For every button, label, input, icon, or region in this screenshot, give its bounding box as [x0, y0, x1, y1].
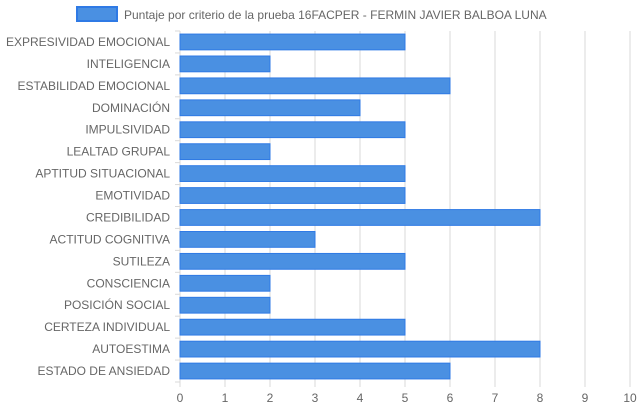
x-tick-label: 8	[537, 391, 544, 405]
bars	[179, 33, 541, 380]
bar[interactable]	[179, 362, 451, 380]
x-tick-labels: 0 1 2 3 4 5 6 7 8 9 10	[177, 391, 637, 405]
x-tick-label: 2	[267, 391, 274, 405]
bar[interactable]	[179, 143, 271, 161]
category-label: POSICIÓN SOCIAL	[64, 297, 170, 312]
bar[interactable]	[179, 340, 541, 358]
bar[interactable]	[179, 252, 406, 270]
bar[interactable]	[179, 33, 406, 51]
category-label: ACTITUD COGNITIVA	[50, 232, 170, 246]
category-label: EMOTIVIDAD	[95, 189, 170, 203]
category-label: LEALTAD GRUPAL	[67, 145, 171, 159]
bar[interactable]	[179, 121, 406, 139]
category-label: CERTEZA INDIVIDUAL	[44, 320, 170, 334]
legend-swatch[interactable]	[76, 6, 118, 22]
bar[interactable]	[179, 274, 271, 292]
category-label: ESTABILIDAD EMOCIONAL	[18, 79, 171, 93]
bar[interactable]	[179, 77, 451, 95]
bar[interactable]	[179, 99, 361, 117]
category-label: APTITUD SITUACIONAL	[35, 167, 170, 181]
x-tick-label: 5	[402, 391, 409, 405]
x-tick-label: 9	[582, 391, 589, 405]
category-label: AUTOESTIMA	[92, 342, 170, 356]
x-tick-label: 7	[492, 391, 499, 405]
x-tick-label: 6	[447, 391, 454, 405]
bar[interactable]	[179, 209, 541, 226]
legend-label[interactable]: Puntaje por criterio de la prueba 16FACP…	[124, 8, 547, 22]
category-label: CONSCIENCIA	[87, 276, 170, 290]
category-label: INTELIGENCIA	[87, 57, 170, 71]
bar[interactable]	[179, 296, 271, 314]
x-tick-label: 1	[222, 391, 229, 405]
legend[interactable]: Puntaje por criterio de la prueba 16FACP…	[76, 6, 547, 22]
bar[interactable]	[179, 165, 406, 182]
category-label: IMPULSIVIDAD	[85, 123, 170, 137]
x-tick-label: 3	[312, 391, 319, 405]
category-label: SUTILEZA	[113, 254, 170, 268]
category-label: CREDIBILIDAD	[86, 210, 170, 224]
x-tick-label: 0	[177, 391, 184, 405]
bar[interactable]	[179, 55, 271, 73]
category-label: EXPRESIVIDAD EMOCIONAL	[6, 35, 170, 49]
category-label: DOMINACIÓN	[92, 100, 170, 115]
bar[interactable]	[179, 318, 406, 336]
bar[interactable]	[179, 231, 316, 248]
category-labels: EXPRESIVIDAD EMOCIONAL INTELIGENCIA ESTABI…	[6, 35, 170, 378]
bar[interactable]	[179, 187, 406, 204]
x-tick-label: 4	[357, 391, 364, 405]
category-label: ESTADO DE ANSIEDAD	[38, 364, 171, 378]
x-tick-label: 10	[623, 391, 637, 405]
